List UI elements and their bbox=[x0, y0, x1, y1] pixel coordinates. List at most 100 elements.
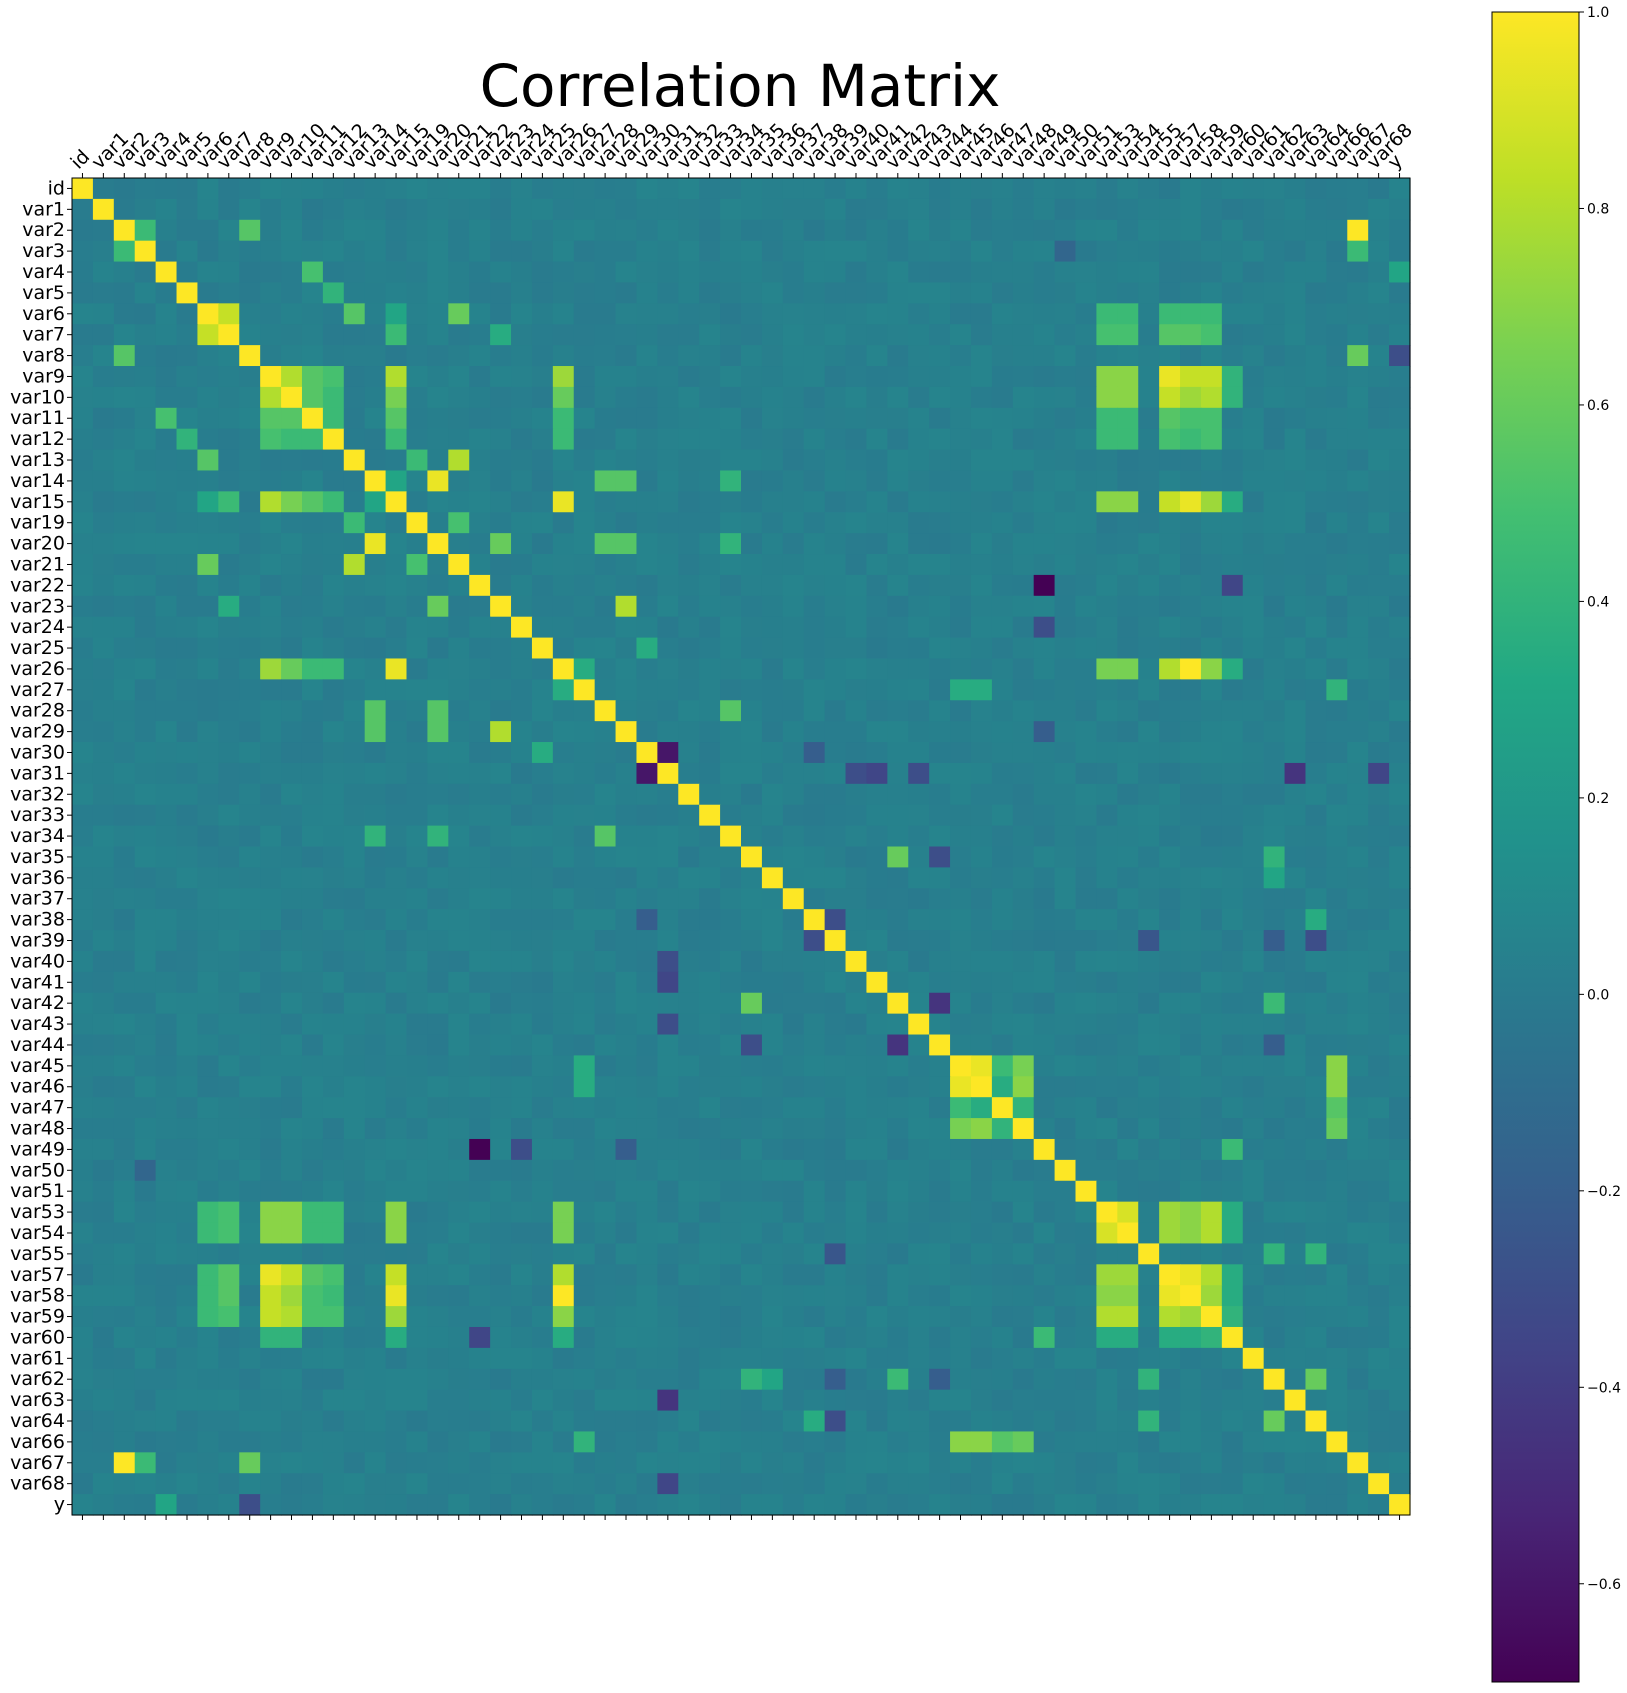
heatmap-cell-var68-var37 bbox=[782, 1473, 805, 1495]
heatmap-cell-var39-var42 bbox=[887, 930, 909, 952]
heatmap-cell-var68-var3 bbox=[134, 1473, 157, 1495]
heatmap-cell-var60-var11 bbox=[301, 1326, 324, 1349]
heatmap-cell-var43-var31 bbox=[657, 1013, 679, 1036]
heatmap-cell-var9-var45 bbox=[950, 366, 972, 388]
heatmap-cell-var35-var4 bbox=[155, 846, 178, 868]
heatmap-cell-var33-var38 bbox=[803, 804, 826, 827]
heatmap-cell-var12-var64 bbox=[1305, 428, 1327, 451]
heatmap-cell-var34-var2 bbox=[113, 825, 136, 848]
heatmap-cell-var12-var10 bbox=[281, 428, 303, 451]
heatmap-cell-var58-var6 bbox=[197, 1285, 219, 1307]
heatmap-cell-var5-var59 bbox=[1200, 282, 1223, 304]
heatmap-cell-var51-y bbox=[1389, 1180, 1411, 1203]
heatmap-cell-var12-var60 bbox=[1221, 428, 1244, 451]
heatmap-cell-var19-y bbox=[1389, 512, 1411, 534]
heatmap-cell-var67-y bbox=[1389, 1452, 1411, 1474]
heatmap-cell-var62-var34 bbox=[720, 1368, 742, 1391]
heatmap-cell-y-var53 bbox=[1096, 1494, 1118, 1516]
heatmap-cell-var57-var63 bbox=[1284, 1264, 1307, 1286]
heatmap-cell-var14-y bbox=[1389, 470, 1411, 492]
heatmap-cell-var62-var30 bbox=[636, 1368, 658, 1391]
heatmap-cell-var38-var40 bbox=[845, 909, 868, 931]
heatmap-cell-var54-var23 bbox=[490, 1222, 512, 1245]
heatmap-cell-var34-var14 bbox=[364, 825, 387, 848]
heatmap-cell-var55-var68 bbox=[1368, 1243, 1390, 1265]
heatmap-cell-var13-var28 bbox=[594, 449, 617, 472]
heatmap-cell-var49-var67 bbox=[1347, 1138, 1369, 1161]
heatmap-cell-var67-var2 bbox=[113, 1452, 136, 1474]
heatmap-cell-var51-var10 bbox=[281, 1180, 303, 1203]
heatmap-cell-var22-var54 bbox=[1117, 574, 1139, 597]
heatmap-cell-var57-var47 bbox=[991, 1264, 1014, 1286]
heatmap-cell-var48-var42 bbox=[887, 1118, 909, 1140]
heatmap-cell-var27-var61 bbox=[1242, 679, 1265, 701]
heatmap-cell-var49-var14 bbox=[364, 1138, 387, 1161]
heatmap-cell-var49-var25 bbox=[531, 1138, 554, 1161]
heatmap-cell-var64-var48 bbox=[1012, 1410, 1035, 1433]
heatmap-cell-var23-var51 bbox=[1075, 595, 1098, 618]
heatmap-cell-var26-var61 bbox=[1242, 658, 1265, 680]
heatmap-cell-var68-var55 bbox=[1138, 1473, 1160, 1495]
heatmap-cell-var66-var29 bbox=[615, 1431, 638, 1453]
heatmap-cell-var4-var3 bbox=[134, 261, 157, 284]
heatmap-cell-var39-var21 bbox=[448, 930, 470, 952]
heatmap-cell-var42-var21 bbox=[448, 992, 470, 1015]
heatmap-cell-var15-var28 bbox=[594, 491, 617, 513]
heatmap-cell-var59-y bbox=[1389, 1306, 1411, 1328]
heatmap-cell-var44-var46 bbox=[970, 1034, 993, 1057]
heatmap-cell-id-var22 bbox=[469, 178, 491, 200]
heatmap-cell-var8-var67 bbox=[1347, 345, 1369, 367]
heatmap-cell-var32-var63 bbox=[1284, 783, 1307, 806]
heatmap-cell-var48-var53 bbox=[1096, 1118, 1118, 1140]
heatmap-cell-var42-var9 bbox=[260, 992, 282, 1015]
heatmap-cell-var11-var14 bbox=[364, 407, 387, 430]
heatmap-cell-var34-var60 bbox=[1221, 825, 1244, 848]
heatmap-cell-var36-var45 bbox=[950, 867, 972, 889]
heatmap-cell-var54-var7 bbox=[218, 1222, 240, 1245]
heatmap-cell-var63-var13 bbox=[343, 1389, 366, 1412]
heatmap-cell-var46-var35 bbox=[741, 1076, 763, 1098]
heatmap-cell-var15-var60 bbox=[1221, 491, 1244, 513]
heatmap-cell-var68-var21 bbox=[448, 1473, 470, 1495]
heatmap-cell-var58-var25 bbox=[531, 1285, 554, 1307]
heatmap-cell-var25-var24 bbox=[511, 637, 533, 660]
heatmap-cell-var27-id bbox=[72, 679, 94, 701]
heatmap-cell-var23-var8 bbox=[239, 595, 261, 618]
heatmap-cell-var8-var46 bbox=[970, 345, 993, 367]
heatmap-cell-var42-var34 bbox=[720, 992, 742, 1015]
heatmap-cell-var8-var29 bbox=[615, 345, 638, 367]
heatmap-cell-var67-var39 bbox=[824, 1452, 847, 1474]
heatmap-cell-var50-var31 bbox=[657, 1159, 679, 1182]
heatmap-cell-var22-var7 bbox=[218, 574, 240, 597]
heatmap-cell-var25-y bbox=[1389, 637, 1411, 660]
heatmap-cell-var42-var25 bbox=[531, 992, 554, 1015]
heatmap-cell-var61-var31 bbox=[657, 1347, 679, 1370]
heatmap-cell-var27-var8 bbox=[239, 679, 261, 701]
heatmap-cell-var3-var36 bbox=[761, 240, 784, 263]
heatmap-cell-var19-var11 bbox=[301, 512, 324, 534]
heatmap-cell-var54-var13 bbox=[343, 1222, 366, 1245]
heatmap-cell-var3-var58 bbox=[1180, 240, 1202, 263]
heatmap-cell-var20-var54 bbox=[1117, 533, 1139, 555]
heatmap-cell-var43-var59 bbox=[1200, 1013, 1223, 1036]
heatmap-cell-var68-var51 bbox=[1075, 1473, 1098, 1495]
heatmap-cell-var64-var66 bbox=[1326, 1410, 1348, 1433]
heatmap-cell-var51-var11 bbox=[301, 1180, 324, 1203]
heatmap-cell-id-var32 bbox=[678, 178, 700, 200]
heatmap-cell-var51-var49 bbox=[1033, 1180, 1056, 1203]
heatmap-cell-var50-var48 bbox=[1012, 1159, 1035, 1182]
heatmap-cell-var61-var66 bbox=[1326, 1347, 1348, 1370]
heatmap-cell-var68-var22 bbox=[469, 1473, 491, 1495]
heatmap-cell-var48-var26 bbox=[552, 1118, 575, 1140]
heatmap-cell-var43-var44 bbox=[929, 1013, 951, 1036]
heatmap-cell-y-var40 bbox=[845, 1494, 868, 1516]
heatmap-cell-var57-var37 bbox=[782, 1264, 805, 1286]
heatmap-cell-var30-var55 bbox=[1138, 742, 1160, 764]
heatmap-cell-var33-var42 bbox=[887, 804, 909, 827]
heatmap-cell-var6-var31 bbox=[657, 303, 679, 325]
heatmap-cell-var26-var35 bbox=[741, 658, 763, 680]
heatmap-cell-var7-var23 bbox=[490, 324, 512, 346]
heatmap-cell-var38-y bbox=[1389, 909, 1411, 931]
heatmap-cell-var36-var15 bbox=[385, 867, 408, 889]
heatmap-cell-var15-var6 bbox=[197, 491, 219, 513]
